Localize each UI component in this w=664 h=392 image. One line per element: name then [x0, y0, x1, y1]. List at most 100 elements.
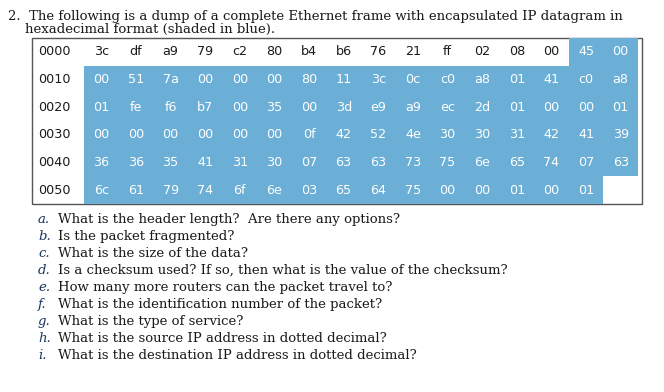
- Text: 7a: 7a: [163, 73, 179, 86]
- Text: 79: 79: [197, 45, 213, 58]
- Text: 63: 63: [371, 156, 386, 169]
- Text: 35: 35: [266, 101, 283, 114]
- Text: 63: 63: [335, 156, 352, 169]
- Text: 11: 11: [335, 73, 352, 86]
- Text: 75: 75: [440, 156, 456, 169]
- Text: 0050: 0050: [38, 184, 70, 197]
- Text: h.: h.: [38, 332, 50, 345]
- Text: 01: 01: [509, 184, 525, 197]
- Text: 80: 80: [266, 45, 283, 58]
- Text: 00: 00: [232, 101, 248, 114]
- Text: 64: 64: [371, 184, 386, 197]
- Text: c.: c.: [38, 247, 50, 260]
- Text: 65: 65: [335, 184, 352, 197]
- Text: 2d: 2d: [474, 101, 490, 114]
- Text: 30: 30: [440, 128, 456, 142]
- Text: 39: 39: [613, 128, 629, 142]
- Text: 41: 41: [197, 156, 213, 169]
- Bar: [84, 121, 638, 149]
- Text: hexadecimal format (shaded in blue).: hexadecimal format (shaded in blue).: [8, 23, 275, 36]
- Bar: [84, 66, 638, 93]
- Text: 41: 41: [578, 128, 594, 142]
- Text: 00: 00: [127, 128, 144, 142]
- Text: 0f: 0f: [303, 128, 315, 142]
- Text: 00: 00: [266, 128, 283, 142]
- Text: a9: a9: [163, 45, 179, 58]
- Text: 03: 03: [301, 184, 317, 197]
- Text: d.: d.: [38, 264, 50, 277]
- Text: 01: 01: [509, 73, 525, 86]
- Text: b4: b4: [301, 45, 317, 58]
- Bar: [569, 38, 638, 66]
- Text: 75: 75: [405, 184, 421, 197]
- Text: 74: 74: [543, 156, 560, 169]
- Text: 52: 52: [371, 128, 386, 142]
- Text: fe: fe: [129, 101, 142, 114]
- Bar: [84, 176, 604, 204]
- Text: g.: g.: [38, 315, 50, 328]
- Text: 30: 30: [266, 156, 283, 169]
- Text: 0020: 0020: [38, 101, 70, 114]
- Text: 00: 00: [613, 45, 629, 58]
- Text: What is the type of service?: What is the type of service?: [58, 315, 244, 328]
- Text: ec: ec: [440, 101, 455, 114]
- Bar: [84, 93, 638, 121]
- Text: 00: 00: [543, 184, 560, 197]
- Text: a8: a8: [613, 73, 629, 86]
- Text: 00: 00: [93, 128, 110, 142]
- Text: 4e: 4e: [405, 128, 421, 142]
- Text: 6e: 6e: [266, 184, 282, 197]
- Text: 0c: 0c: [406, 73, 420, 86]
- Text: 0030: 0030: [38, 128, 70, 142]
- Text: c2: c2: [232, 45, 247, 58]
- Text: 21: 21: [405, 45, 421, 58]
- Text: 00: 00: [197, 128, 213, 142]
- Bar: [32, 38, 642, 204]
- Text: b.: b.: [38, 230, 50, 243]
- Text: 00: 00: [578, 101, 594, 114]
- Text: 3c: 3c: [371, 73, 386, 86]
- Text: 0000: 0000: [38, 45, 70, 58]
- Text: What is the destination IP address in dotted decimal?: What is the destination IP address in do…: [58, 349, 417, 362]
- Text: 01: 01: [93, 101, 110, 114]
- Text: 00: 00: [543, 101, 560, 114]
- Text: 00: 00: [197, 73, 213, 86]
- Text: What is the size of the data?: What is the size of the data?: [58, 247, 248, 260]
- Text: f.: f.: [38, 298, 46, 311]
- Text: 76: 76: [371, 45, 386, 58]
- Text: 00: 00: [232, 128, 248, 142]
- Text: 2.  The following is a dump of a complete Ethernet frame with encapsulated IP da: 2. The following is a dump of a complete…: [8, 10, 623, 23]
- Text: 00: 00: [543, 45, 560, 58]
- Text: 31: 31: [232, 156, 248, 169]
- Text: 51: 51: [127, 73, 144, 86]
- Text: How many more routers can the packet travel to?: How many more routers can the packet tra…: [58, 281, 392, 294]
- Text: 42: 42: [543, 128, 560, 142]
- Text: Is a checksum used? If so, then what is the value of the checksum?: Is a checksum used? If so, then what is …: [58, 264, 507, 277]
- Text: ff: ff: [443, 45, 452, 58]
- Text: What is the source IP address in dotted decimal?: What is the source IP address in dotted …: [58, 332, 386, 345]
- Text: 07: 07: [578, 156, 594, 169]
- Text: 08: 08: [509, 45, 525, 58]
- Text: 01: 01: [578, 184, 594, 197]
- Text: 0040: 0040: [38, 156, 70, 169]
- Text: f6: f6: [164, 101, 177, 114]
- Text: a.: a.: [38, 213, 50, 226]
- Text: i.: i.: [38, 349, 46, 362]
- Text: 65: 65: [509, 156, 525, 169]
- Text: 01: 01: [509, 101, 525, 114]
- Text: 0010: 0010: [38, 73, 70, 86]
- Text: 00: 00: [232, 73, 248, 86]
- Text: 00: 00: [163, 128, 179, 142]
- Text: 61: 61: [128, 184, 144, 197]
- Text: 73: 73: [405, 156, 421, 169]
- Text: 3c: 3c: [94, 45, 109, 58]
- Text: 6c: 6c: [94, 184, 109, 197]
- Text: 07: 07: [301, 156, 317, 169]
- Text: e.: e.: [38, 281, 50, 294]
- Text: What is the identification number of the packet?: What is the identification number of the…: [58, 298, 382, 311]
- Text: 30: 30: [474, 128, 490, 142]
- Text: 63: 63: [613, 156, 629, 169]
- Text: 00: 00: [474, 184, 490, 197]
- Text: 3d: 3d: [335, 101, 352, 114]
- Text: 45: 45: [578, 45, 594, 58]
